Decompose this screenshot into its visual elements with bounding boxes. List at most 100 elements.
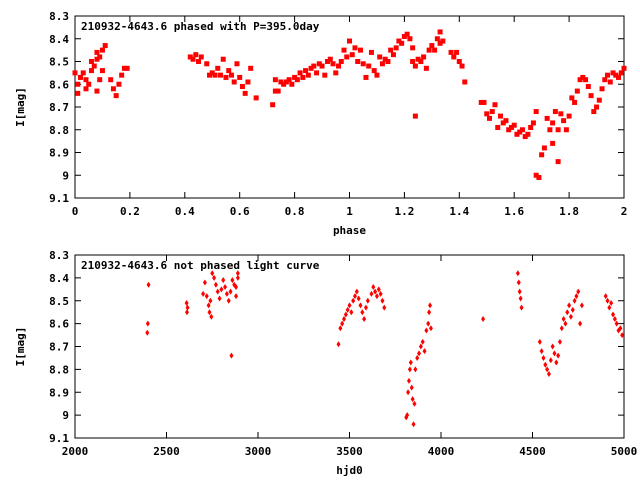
data-point <box>612 316 617 323</box>
data-point <box>336 341 341 348</box>
data-point <box>357 47 363 53</box>
x-tick-label: 0.2 <box>120 205 140 218</box>
data-point <box>514 131 520 137</box>
data-point <box>614 320 619 327</box>
data-point <box>572 297 577 304</box>
x-tick-label: 3500 <box>336 445 363 458</box>
data-point <box>228 288 233 295</box>
data-point <box>428 325 433 332</box>
data-point <box>286 77 292 83</box>
data-point <box>618 70 624 76</box>
data-point <box>412 63 418 69</box>
data-point <box>294 77 300 83</box>
data-point <box>229 352 234 359</box>
data-point <box>223 284 228 291</box>
data-point <box>580 74 586 80</box>
data-point <box>231 79 237 85</box>
data-point <box>345 306 350 313</box>
data-point <box>409 384 414 391</box>
data-point <box>539 152 545 158</box>
y-axis-label: I[mag] <box>14 327 27 367</box>
data-point <box>418 59 424 64</box>
data-point <box>72 70 78 76</box>
data-point <box>613 72 619 78</box>
data-point <box>363 304 368 311</box>
data-point <box>576 288 581 295</box>
data-point <box>212 274 217 281</box>
x-tick-label: 3000 <box>245 445 272 458</box>
data-point <box>506 127 512 133</box>
data-point <box>404 31 410 37</box>
data-point <box>525 131 531 137</box>
data-point <box>146 281 151 288</box>
y-axis-label: I[mag] <box>14 87 27 127</box>
data-point <box>377 54 383 60</box>
data-point <box>360 309 365 316</box>
data-point <box>344 54 350 60</box>
data-point <box>432 47 438 53</box>
y-tick-label: 8.9 <box>49 147 69 160</box>
data-point <box>611 311 616 318</box>
data-point <box>374 293 379 300</box>
data-point <box>193 52 199 58</box>
data-point <box>184 300 189 307</box>
data-point <box>342 316 347 323</box>
data-point <box>569 95 575 101</box>
data-point <box>519 304 524 311</box>
x-axis-label: hjd0 <box>336 464 363 477</box>
data-point <box>184 309 189 316</box>
data-point <box>327 56 333 62</box>
data-point <box>434 36 440 42</box>
data-point <box>91 63 97 69</box>
data-point <box>574 88 580 94</box>
x-tick-label: 1.8 <box>559 205 579 218</box>
data-point <box>99 68 105 74</box>
data-point <box>336 63 342 69</box>
data-point <box>204 293 209 300</box>
data-point <box>283 79 289 85</box>
data-point <box>365 297 370 304</box>
data-point <box>602 77 608 83</box>
data-point <box>486 115 492 121</box>
y-tick-label: 8.5 <box>49 295 69 308</box>
data-point <box>522 134 528 140</box>
data-point <box>217 72 223 78</box>
y-tick-label: 8.9 <box>49 386 69 399</box>
data-point <box>539 348 544 355</box>
data-point <box>557 338 562 345</box>
data-point <box>234 61 240 67</box>
data-point <box>230 277 235 284</box>
data-point <box>579 302 584 309</box>
data-point <box>570 306 575 313</box>
data-point <box>349 309 354 316</box>
data-point <box>567 302 572 309</box>
bottom-chart-unphased: 2000 2500 3000 3500 4000 4500 5000 8.3 8.4 8.5 8.6… <box>14 249 637 477</box>
data-point <box>541 145 547 151</box>
data-point <box>618 325 623 332</box>
data-point <box>272 88 278 94</box>
data-point <box>429 43 435 49</box>
data-point <box>481 99 487 105</box>
data-point <box>616 74 622 80</box>
data-point <box>204 61 210 67</box>
data-point <box>210 270 215 277</box>
data-point <box>421 54 427 60</box>
data-point <box>248 65 254 71</box>
data-point <box>396 38 402 44</box>
data-point <box>422 348 427 355</box>
data-point <box>548 357 553 364</box>
data-point <box>519 127 525 133</box>
data-point <box>563 127 569 133</box>
data-point <box>543 361 548 368</box>
data-point <box>352 293 357 300</box>
y-tick-label: 8.7 <box>49 341 69 354</box>
data-point <box>119 72 125 78</box>
data-point <box>536 175 542 181</box>
x-tick-label: 4000 <box>428 445 455 458</box>
data-point <box>371 68 377 74</box>
data-point <box>201 290 206 297</box>
data-point <box>376 286 381 293</box>
data-point <box>495 124 501 130</box>
data-point <box>545 366 550 373</box>
data-point <box>418 343 423 350</box>
